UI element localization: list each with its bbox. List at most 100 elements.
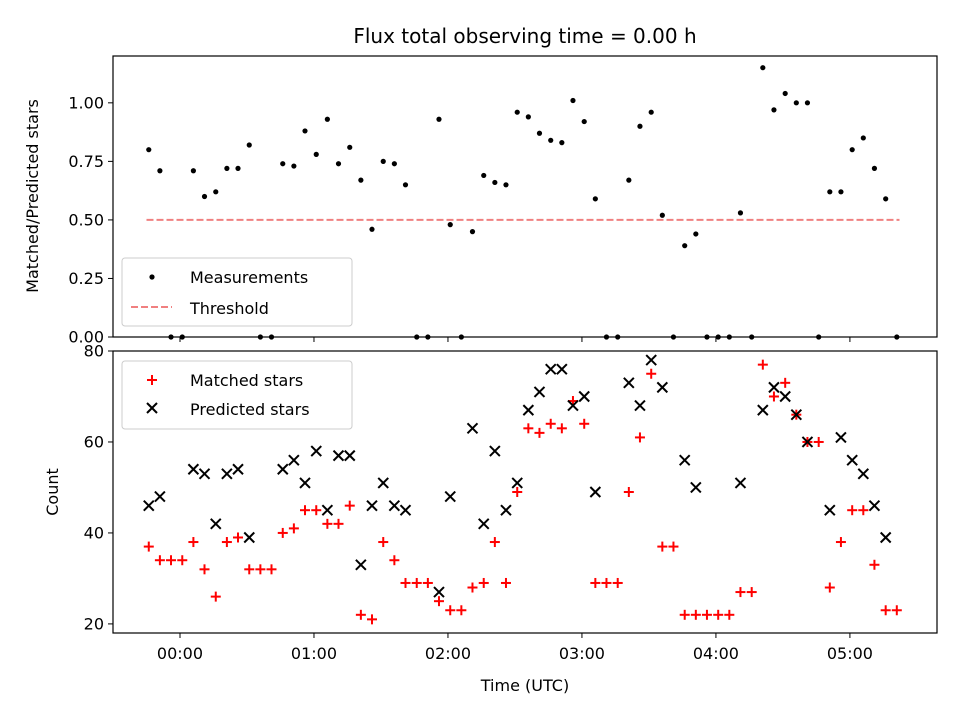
predicted-star-point <box>433 586 445 598</box>
predicted-star-point <box>768 381 780 394</box>
predicted-x-b <box>824 504 836 516</box>
matched-star-point <box>579 418 590 429</box>
predicted-x-b <box>846 454 858 466</box>
matched-star-point <box>322 518 333 529</box>
matched-star-point <box>366 614 377 625</box>
matched-star-point <box>456 605 467 616</box>
matched-star-point <box>657 541 668 552</box>
bottom-x-tick-label: 01:00 <box>291 644 337 663</box>
predicted-x-b <box>243 531 255 544</box>
count-points <box>143 354 902 625</box>
predicted-star-point <box>388 499 401 512</box>
predicted-star-point <box>801 436 814 448</box>
predicted-x-b <box>232 463 244 475</box>
predicted-star-point <box>857 468 870 480</box>
bottom-legend-box <box>121 360 353 430</box>
matched-star-point <box>411 577 422 588</box>
matched-star-point <box>746 587 757 598</box>
measurement-point <box>838 189 844 195</box>
measurement-point <box>402 182 409 188</box>
predicted-x-b <box>221 468 233 480</box>
predicted-star-point <box>243 531 255 544</box>
bottom-y-ticks: 20 40 60 80 <box>84 342 113 633</box>
predicted-x-b <box>578 390 590 403</box>
predicted-star-point <box>679 454 691 466</box>
matched-star-point <box>478 577 489 588</box>
matched-star-point <box>177 555 188 566</box>
matched-star-point <box>813 436 824 447</box>
matched-star-point <box>735 587 746 598</box>
predicted-x-b <box>589 486 602 498</box>
predicted-star-point <box>824 504 836 516</box>
measurement-point <box>827 189 833 195</box>
measurement-point <box>514 109 520 115</box>
predicted-x-b <box>187 463 200 475</box>
predicted-x-b <box>198 468 211 480</box>
measurement-point <box>436 116 442 122</box>
matched-star-point <box>355 609 366 620</box>
predicted-x-b <box>433 586 445 598</box>
matched-star-point <box>244 564 255 575</box>
matched-star-point <box>623 487 634 497</box>
top-y-tick-label: 0.75 <box>68 152 104 171</box>
predicted-star-point <box>221 468 233 480</box>
predicted-star-point <box>511 477 523 489</box>
predicted-x-b <box>567 399 579 412</box>
matched-star-point <box>835 537 846 548</box>
predicted-star-point <box>154 490 166 503</box>
predicted-x-b <box>656 381 669 394</box>
matched-star-point <box>512 487 523 497</box>
measurement-point <box>492 179 498 186</box>
measurement-point <box>358 177 364 183</box>
matched-star-point <box>255 564 266 575</box>
measurement-point <box>481 172 487 179</box>
matched-star-point <box>679 609 690 620</box>
matched-star-point <box>523 423 534 434</box>
matched-star-point <box>288 523 299 534</box>
measurement-point <box>771 107 777 113</box>
matched-star-point <box>344 500 355 511</box>
predicted-star-point <box>522 404 535 416</box>
bottom-x-tick-label: 03:00 <box>559 644 605 663</box>
matched-star-point <box>389 555 400 566</box>
predicted-star-point <box>533 386 546 398</box>
bottom-x-tick-label: 04:00 <box>693 644 739 663</box>
measurement-point <box>324 116 330 122</box>
measurement-point <box>659 212 665 218</box>
measurement-point <box>190 168 196 174</box>
measurement-point <box>860 135 866 141</box>
legend-measurements-label: Measurements <box>190 268 308 287</box>
measurement-point <box>347 144 353 150</box>
measurement-point <box>213 189 219 195</box>
measurement-point <box>157 168 163 174</box>
measurement-point <box>201 193 208 200</box>
measurement-point <box>391 161 397 167</box>
predicted-star-point <box>757 404 769 416</box>
matched-star-point <box>768 391 779 402</box>
predicted-x-b <box>288 454 300 466</box>
predicted-x-b <box>879 531 892 544</box>
matched-star-point <box>266 564 277 575</box>
matched-star-point <box>400 577 411 588</box>
matched-star-point <box>199 564 210 575</box>
matched-star-point <box>858 505 869 516</box>
predicted-star-point <box>645 354 657 366</box>
predicted-star-point <box>310 445 322 457</box>
predicted-x-b <box>556 363 568 375</box>
top-legend: Measurements Threshold <box>121 257 353 327</box>
measurement-point <box>648 109 654 115</box>
bottom-y-tick-label: 20 <box>84 614 104 633</box>
predicted-x-b <box>801 436 814 448</box>
predicted-x-b <box>277 463 289 475</box>
measurement-point <box>280 161 286 167</box>
measurement-point <box>693 231 699 237</box>
measurement-point <box>536 130 543 136</box>
top-axes-frame <box>112 55 938 338</box>
predicted-star-point <box>835 431 847 444</box>
predicted-x-b <box>545 363 557 375</box>
measurement-point <box>682 243 688 249</box>
predicted-star-point <box>634 399 646 412</box>
matched-star-point <box>556 423 567 434</box>
predicted-x-b <box>757 404 769 416</box>
